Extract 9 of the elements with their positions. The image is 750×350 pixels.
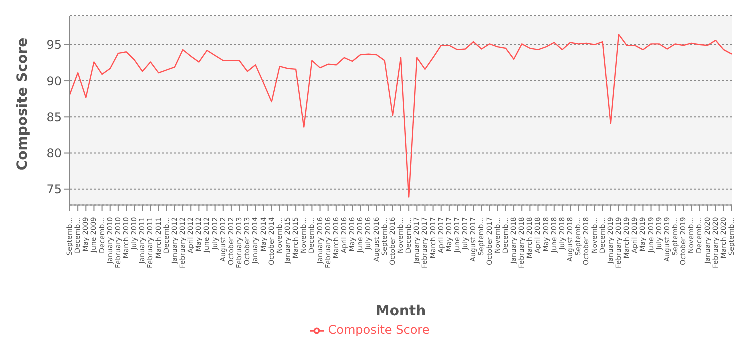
y-tick-label: 80 [46,146,62,161]
y-tick-label: 85 [46,110,62,124]
line-series [69,34,733,198]
y-tick-label: 95 [46,38,62,52]
y-tick-label: 75 [46,182,62,197]
x-axis-title: Month [376,303,426,320]
legend-label: Composite Score [328,323,430,338]
y-axis-title: Composite Score [14,38,31,171]
y-tick-label: 90 [46,74,62,88]
